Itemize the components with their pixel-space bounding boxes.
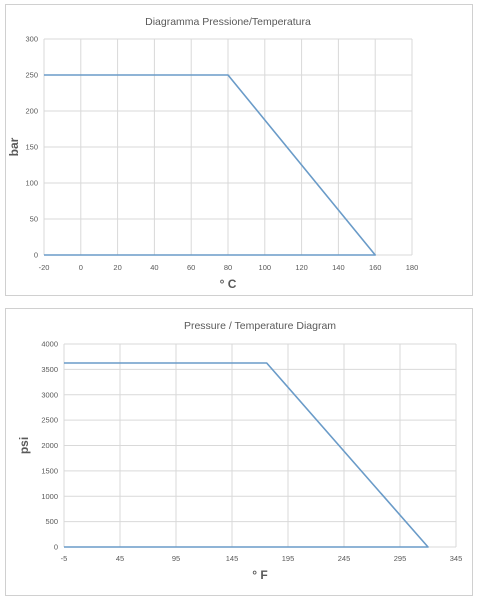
y-tick-label: 1000 <box>41 492 58 501</box>
series-line <box>64 362 429 548</box>
chart-title: Pressure / Temperature Diagram <box>184 320 336 332</box>
y-tick-label: 500 <box>45 517 58 526</box>
x-tick-label: 345 <box>450 554 463 563</box>
x-axis-label: ° C <box>220 277 237 291</box>
y-tick-label: 0 <box>54 543 58 552</box>
y-tick-label: 250 <box>25 71 38 80</box>
x-tick-label: 140 <box>332 263 345 272</box>
x-tick-label: 80 <box>224 263 232 272</box>
y-tick-label: 300 <box>25 35 38 44</box>
y-tick-label: 100 <box>25 179 38 188</box>
y-tick-label: 50 <box>30 215 38 224</box>
y-tick-label: 3500 <box>41 365 58 374</box>
x-tick-label: 195 <box>282 554 295 563</box>
x-tick-label: 40 <box>150 263 158 272</box>
x-tick-label: 160 <box>369 263 382 272</box>
pressure-temperature-chart-celsius: Diagramma Pressione/Temperatura 0 50 100 150… <box>7 16 419 291</box>
x-tick-label: 180 <box>406 263 419 272</box>
x-tick-label: 100 <box>259 263 272 272</box>
y-tick-label: 4000 <box>41 340 58 349</box>
x-tick-label: 20 <box>113 263 121 272</box>
x-tick-label: -5 <box>61 554 68 563</box>
chart-panel-celsius: Diagramma Pressione/Temperatura 0 50 100 150… <box>5 4 473 296</box>
series-line <box>44 74 376 256</box>
x-tick-label: 60 <box>187 263 195 272</box>
x-tick-label: 95 <box>172 554 180 563</box>
y-tick-label: 1500 <box>41 466 58 475</box>
x-tick-label: 145 <box>226 554 239 563</box>
y-tick-label: 2500 <box>41 416 58 425</box>
x-tick-label: 45 <box>116 554 124 563</box>
x-tick-label: 295 <box>394 554 407 563</box>
y-tick-label: 150 <box>25 143 38 152</box>
chart-panel-fahrenheit: Pressure / Temperature Diagram 0 500 1000 15… <box>5 308 473 596</box>
x-tick-label: 245 <box>338 554 351 563</box>
pressure-temperature-chart-fahrenheit: Pressure / Temperature Diagram 0 500 1000 15… <box>17 320 463 582</box>
y-tick-label: 3000 <box>41 390 58 399</box>
y-tick-label: 2000 <box>41 441 58 450</box>
x-tick-label: 0 <box>79 263 83 272</box>
x-tick-label: 120 <box>295 263 308 272</box>
y-axis-label: psi <box>17 437 31 454</box>
y-axis-label: bar <box>7 137 21 156</box>
y-tick-label: 200 <box>25 107 38 116</box>
x-axis-label: ° F <box>252 568 267 582</box>
chart-title: Diagramma Pressione/Temperatura <box>145 16 311 28</box>
y-tick-label: 0 <box>34 251 38 260</box>
x-tick-label: -20 <box>39 263 50 272</box>
